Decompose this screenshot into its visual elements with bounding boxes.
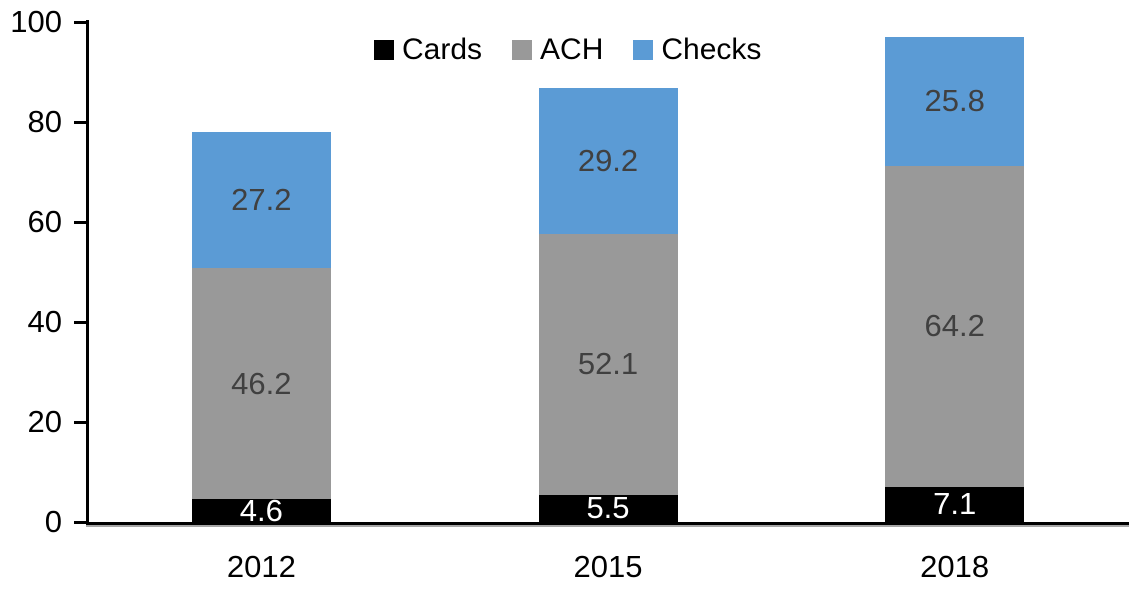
legend-item-checks: Checks [633, 34, 761, 66]
legend-label-cards: Cards [402, 33, 483, 66]
y-tick-mark [74, 321, 87, 324]
legend-swatch-ach-icon [512, 40, 533, 60]
x-axis-line [86, 522, 1129, 525]
y-tick-label: 40 [27, 304, 62, 339]
y-axis-line [86, 20, 89, 525]
legend-label-ach: ACH [540, 33, 604, 66]
legend-item-ach: ACH [512, 34, 603, 66]
x-category-label: 2012 [226, 549, 296, 584]
y-tick-mark [74, 21, 87, 24]
data-label-ach-2015: 52.1 [577, 346, 639, 382]
data-label-cards-2012: 4.6 [239, 492, 283, 528]
data-label-ach-2012: 46.2 [231, 365, 292, 401]
bar-segment-cards-2012 [191, 499, 331, 522]
bar-segment-ach-2018 [885, 165, 1025, 487]
bar-segment-cards-2015 [538, 494, 678, 522]
data-label-ach-2018: 64.2 [924, 308, 985, 343]
y-tick-label: 20 [27, 404, 62, 439]
data-label-checks-2015: 29.2 [577, 143, 639, 178]
y-tick-label: 0 [44, 504, 62, 539]
legend-label-checks: Checks [661, 33, 762, 66]
data-label-checks-2012: 27.2 [231, 182, 292, 217]
y-tick-label: 100 [10, 4, 62, 39]
bar-segment-checks-2018 [885, 36, 1025, 166]
bar-segment-ach-2015 [538, 234, 678, 495]
legend-item-cards: Cards [374, 34, 482, 66]
bar-segment-cards-2018 [885, 486, 1025, 522]
data-label-cards-2018: 7.1 [933, 486, 977, 522]
y-tick-label: 60 [27, 204, 62, 239]
bar-segment-ach-2012 [191, 268, 331, 499]
data-label-checks-2018: 25.8 [924, 83, 985, 118]
y-tick-mark [74, 421, 87, 424]
legend-swatch-checks-icon [633, 40, 654, 60]
x-category-label: 2015 [573, 549, 643, 584]
legend: Cards ACH Checks [374, 34, 761, 66]
bar-segment-checks-2012 [191, 132, 331, 268]
y-tick-mark [74, 521, 87, 524]
legend-swatch-cards-icon [374, 40, 394, 60]
x-axis-shadow [86, 525, 1129, 527]
y-tick-mark [74, 121, 87, 124]
data-label-cards-2015: 5.5 [586, 490, 630, 526]
y-tick-mark [74, 221, 87, 224]
bar-segment-checks-2015 [538, 88, 678, 234]
y-tick-label: 80 [27, 104, 62, 139]
x-category-label: 2018 [920, 549, 990, 584]
